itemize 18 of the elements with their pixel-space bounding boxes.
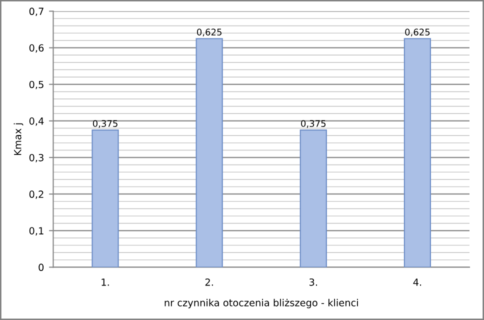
y-axis-title: Kmax j: [14, 123, 24, 155]
data-label: 0,375: [301, 120, 326, 128]
x-tick-label: 2.: [205, 278, 213, 286]
y-tick-label: 0,1: [29, 227, 44, 236]
data-label: 0,375: [92, 120, 118, 128]
data-label: 0,625: [405, 28, 430, 36]
y-tick-label: 0,3: [29, 154, 44, 162]
x-tick-label: 4.: [413, 278, 422, 286]
y-tick-label: 0,4: [29, 117, 44, 126]
y-tick-label: 0,6: [29, 44, 44, 53]
x-axis-title: nr czynnika otoczenia bliższego - klienci: [164, 298, 358, 308]
x-tick-label: 3.: [309, 278, 317, 286]
x-tick-label: 1.: [102, 278, 109, 286]
data-label: 0,625: [197, 28, 222, 36]
y-tick-label: 0: [38, 264, 44, 272]
y-tick-label: 0,2: [29, 190, 44, 199]
y-tick-label: 0,7: [29, 8, 44, 16]
y-tick-label: 0,5: [29, 80, 44, 90]
